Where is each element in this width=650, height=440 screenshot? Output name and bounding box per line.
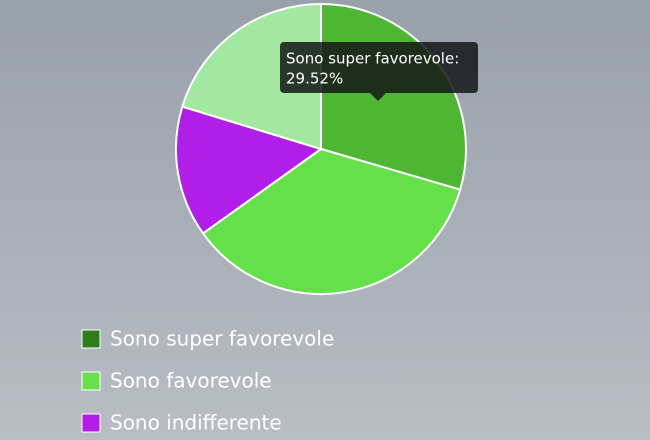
tooltip-arrow — [370, 93, 386, 101]
pie-slice — [201, 147, 462, 296]
legend-swatch — [81, 329, 101, 349]
pie-slice — [181, 2, 322, 151]
tooltip: Sono super favorevole: 29.52% — [280, 42, 478, 101]
legend-label: Sono super favorevole — [110, 327, 334, 351]
tooltip-value: 29.52% — [286, 70, 343, 88]
tooltip-title: Sono super favorevole: — [286, 50, 459, 68]
legend-swatch — [81, 371, 101, 391]
legend-swatch — [81, 413, 101, 433]
pie — [175, 2, 467, 296]
legend-label: Sono favorevole — [110, 369, 272, 393]
legend-label: Sono indifferente — [110, 411, 282, 435]
legend: Sono super favorevole Sono favorevole Sono… — [81, 327, 334, 435]
tooltip-box — [280, 42, 478, 93]
